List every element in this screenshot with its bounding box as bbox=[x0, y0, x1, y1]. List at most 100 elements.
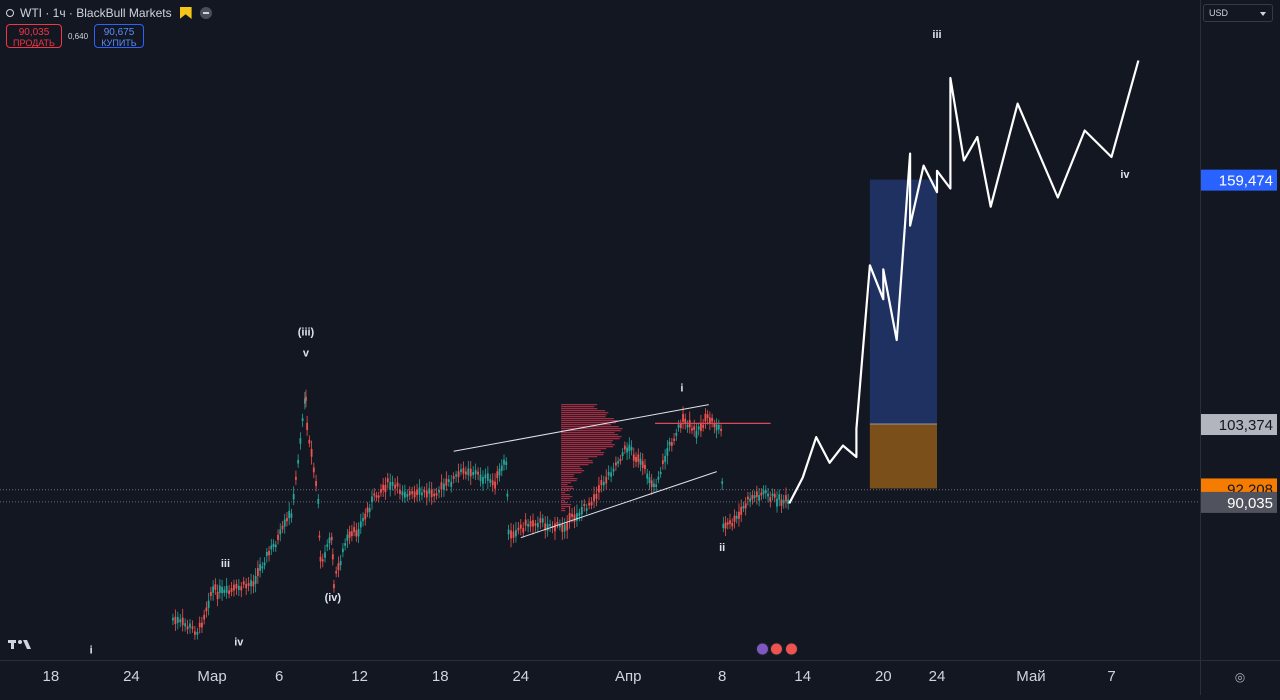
candle-body bbox=[247, 583, 250, 586]
candle-body bbox=[450, 481, 453, 487]
candle-body bbox=[447, 479, 450, 483]
candle-body bbox=[401, 491, 404, 496]
event-flag-icon bbox=[784, 642, 798, 656]
candle-body bbox=[423, 490, 426, 493]
candle-body bbox=[301, 418, 304, 421]
candle-body bbox=[576, 513, 578, 521]
candle-body bbox=[578, 512, 581, 517]
candle-body bbox=[288, 510, 291, 519]
candle-body bbox=[386, 478, 389, 483]
candle-body bbox=[279, 529, 282, 535]
candle-body bbox=[252, 581, 255, 587]
candle-body bbox=[440, 482, 443, 490]
candle-body bbox=[254, 575, 257, 584]
candle-body bbox=[494, 481, 496, 489]
sell-price: 90,035 bbox=[18, 27, 50, 38]
candle-body bbox=[721, 481, 724, 484]
wave-label: v bbox=[303, 348, 310, 360]
candle-body bbox=[771, 493, 774, 497]
candle-body bbox=[438, 490, 440, 493]
candle-body bbox=[221, 586, 223, 594]
candle-body bbox=[186, 626, 189, 630]
candle-body bbox=[630, 446, 633, 451]
candle-body bbox=[403, 491, 406, 498]
wave-label: i bbox=[90, 645, 93, 657]
candle-body bbox=[496, 471, 499, 479]
wave-label: i bbox=[680, 383, 683, 395]
candle-body bbox=[292, 493, 295, 500]
settings-icon[interactable]: ◎ bbox=[1234, 670, 1246, 684]
collapse-icon[interactable] bbox=[199, 7, 212, 19]
wave-label: iii bbox=[221, 558, 230, 570]
candle-body bbox=[641, 461, 644, 468]
candle-body bbox=[194, 631, 196, 635]
price-tag-badge bbox=[1201, 491, 1277, 513]
x-tick-label: 12 bbox=[351, 668, 368, 685]
projection-path bbox=[788, 60, 1140, 504]
candle-body bbox=[639, 458, 642, 465]
price-tag-label: 103,374 bbox=[1219, 417, 1273, 434]
trade-panel: 90,035 ПРОДАТЬ 0,640 90,675 КУПИТЬ bbox=[6, 24, 144, 48]
candle-body bbox=[762, 490, 765, 495]
buy-button[interactable]: 90,675 КУПИТЬ bbox=[94, 24, 144, 48]
candle-body bbox=[713, 423, 716, 428]
candle-body bbox=[467, 468, 470, 476]
candle-body bbox=[435, 493, 438, 496]
candle-body bbox=[702, 424, 705, 428]
candle-body bbox=[500, 465, 503, 471]
candle-body bbox=[350, 531, 353, 537]
candle-body bbox=[384, 484, 387, 493]
candle-body bbox=[742, 505, 745, 509]
candle-body bbox=[306, 422, 309, 430]
price-tag-label: 159,474 bbox=[1219, 173, 1273, 190]
candle-body bbox=[330, 536, 333, 541]
candle-body bbox=[184, 623, 187, 627]
x-tick-label: 14 bbox=[794, 668, 811, 685]
candle-body bbox=[666, 448, 669, 456]
candle-body bbox=[686, 424, 689, 428]
candle-body bbox=[324, 552, 326, 558]
symbol-header[interactable]: WTI · 1ч · BlackBull Markets bbox=[6, 4, 212, 22]
candle-body bbox=[632, 454, 635, 461]
candle-body bbox=[486, 473, 489, 481]
currency-select[interactable]: USD bbox=[1203, 4, 1273, 22]
candle-body bbox=[740, 506, 743, 515]
candle-body bbox=[233, 584, 235, 591]
candle-body bbox=[299, 438, 302, 444]
candle-body bbox=[532, 520, 534, 527]
candle-body bbox=[735, 515, 738, 519]
candle-body bbox=[675, 432, 678, 436]
price-tag-label: 90,035 bbox=[1227, 495, 1273, 512]
candle-body bbox=[491, 480, 494, 486]
price-tag-badge bbox=[1201, 169, 1277, 191]
candle-body bbox=[321, 559, 324, 562]
candle-body bbox=[445, 478, 448, 486]
candle-body bbox=[556, 521, 559, 525]
wave-label: iv bbox=[1120, 169, 1130, 181]
candle-body bbox=[726, 522, 729, 525]
wedge-lower-line bbox=[520, 471, 717, 539]
candle-body bbox=[297, 459, 300, 464]
candle-body bbox=[270, 545, 273, 550]
candle-body bbox=[517, 527, 520, 531]
candle-body bbox=[312, 467, 315, 473]
candle-body bbox=[421, 492, 423, 496]
x-tick-label: Мар bbox=[197, 668, 226, 685]
candle-body bbox=[265, 552, 268, 556]
candle-body bbox=[664, 455, 667, 462]
candle-body bbox=[209, 592, 212, 596]
sell-button[interactable]: 90,035 ПРОДАТЬ bbox=[6, 24, 62, 48]
candle-body bbox=[600, 480, 603, 486]
candle-body bbox=[394, 484, 396, 489]
candle-body bbox=[433, 493, 436, 497]
candle-body bbox=[785, 495, 787, 502]
candle-body bbox=[776, 498, 778, 507]
candle-body bbox=[588, 503, 591, 506]
candle-body bbox=[628, 444, 631, 452]
candle-body bbox=[653, 483, 655, 488]
x-tick-label: Апр bbox=[615, 668, 641, 685]
candle-body bbox=[700, 423, 702, 432]
